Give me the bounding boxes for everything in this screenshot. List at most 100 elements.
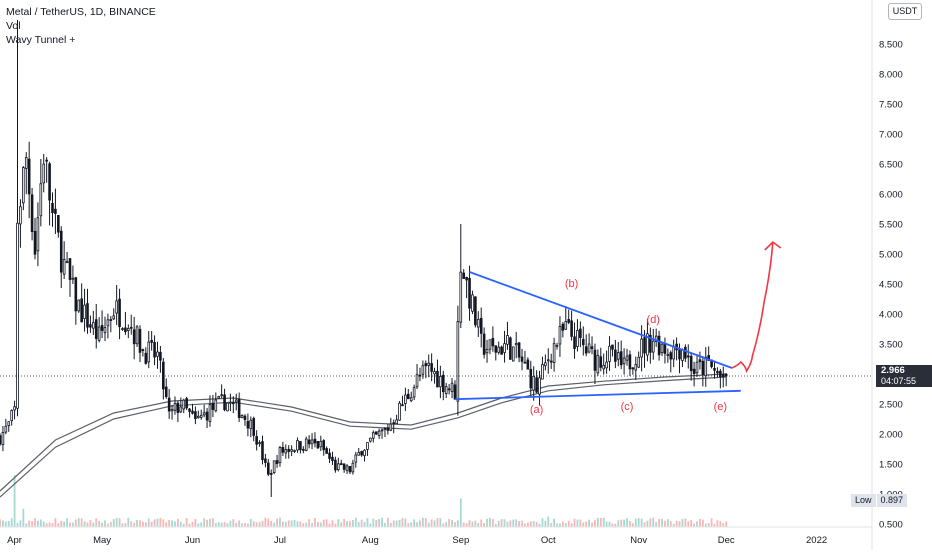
candle-body <box>526 359 530 370</box>
projection-arrow[interactable] <box>731 241 774 374</box>
price-tick-label: 0.500 <box>879 520 903 531</box>
volume-bar <box>150 521 153 527</box>
volume-bar <box>547 516 550 527</box>
wave-label: (c) <box>621 401 634 413</box>
volume-bar <box>156 518 159 527</box>
volume-bar <box>544 520 547 527</box>
volume-bar <box>144 522 147 527</box>
volume-bar <box>66 518 68 527</box>
volume-bar <box>701 519 704 527</box>
volume-bar <box>436 517 439 527</box>
candle-body <box>552 343 556 363</box>
candle-body <box>520 356 524 362</box>
volume-bar <box>293 519 296 527</box>
candle-body <box>176 402 180 413</box>
candle-body <box>380 429 384 432</box>
volume-bar <box>564 523 567 527</box>
volume-bar <box>13 475 16 527</box>
volume-bar <box>366 518 369 527</box>
price-tick-label: 6.000 <box>879 190 903 201</box>
volume-bar <box>191 521 194 527</box>
volume-bar <box>518 520 521 527</box>
candle-body <box>351 462 355 473</box>
volume-bar <box>206 519 208 527</box>
volume-bar <box>614 523 617 527</box>
candle-body <box>24 157 28 169</box>
volume-bar <box>375 520 378 527</box>
candle-body <box>223 394 226 411</box>
symbol-title[interactable]: Metal / TetherUS, 1D, BINANCE <box>6 6 156 18</box>
candle-body <box>124 327 127 333</box>
candle-body <box>313 438 317 444</box>
candle-body <box>398 402 401 421</box>
volume-bar <box>279 517 281 527</box>
volume-bar <box>276 518 278 527</box>
volume-bar <box>608 521 611 527</box>
candle-body <box>226 402 229 412</box>
upper-trendline[interactable] <box>469 271 733 369</box>
volume-bar <box>235 522 238 527</box>
candle-body <box>278 447 282 464</box>
candle-body <box>307 439 311 445</box>
candle-body <box>33 230 37 255</box>
candle-body <box>103 327 107 333</box>
candle-body <box>395 419 398 425</box>
volume-bar <box>413 519 416 527</box>
candle-body <box>141 349 145 352</box>
tunnel-line-lower <box>0 376 727 498</box>
price-tick-label: 4.500 <box>879 280 903 291</box>
candle-body <box>89 324 92 328</box>
candle-body <box>118 298 121 328</box>
time-tick-label: Aug <box>362 535 379 546</box>
time-tick-label: Oct <box>541 535 556 546</box>
candle-body <box>608 345 611 362</box>
candle-body <box>10 410 13 422</box>
candle-body <box>523 361 527 364</box>
candle-body <box>672 346 675 360</box>
volume-bar <box>118 518 121 527</box>
volume-bar <box>445 521 448 527</box>
volume-bar <box>433 520 436 527</box>
volume-bar <box>521 520 523 527</box>
candle-body <box>147 341 151 363</box>
volume-bar <box>346 521 348 527</box>
candle-body <box>229 401 232 404</box>
currency-button[interactable]: USDT <box>888 3 922 20</box>
volume-bar <box>541 518 544 527</box>
volume-bar <box>456 520 459 527</box>
volume-bar <box>273 522 276 527</box>
candle-body <box>584 346 588 354</box>
volume-bar <box>261 520 264 527</box>
candle-body <box>211 402 215 410</box>
candle-body <box>701 360 705 375</box>
price-tick-label: 6.500 <box>879 160 903 171</box>
volume-bar <box>666 519 669 527</box>
candle-body <box>622 357 626 365</box>
candle-body <box>59 230 63 273</box>
volume-bar <box>372 518 375 527</box>
price-tick-label: 7.000 <box>879 130 903 141</box>
candle-body <box>19 206 22 225</box>
volume-bar <box>4 521 7 527</box>
candle-body <box>459 271 463 323</box>
volume-bar <box>611 523 614 527</box>
volume-legend[interactable]: Vol <box>6 20 21 32</box>
indicator-legend[interactable]: Wavy Tunnel + <box>6 34 76 46</box>
candle-body <box>284 449 288 454</box>
volume-bar <box>468 520 471 527</box>
volume-bar <box>407 523 410 527</box>
candle-body <box>491 338 495 347</box>
lower-trendline[interactable] <box>454 389 741 401</box>
candle-body <box>561 323 565 331</box>
candle-body <box>692 368 696 374</box>
candle-body <box>199 414 203 418</box>
candle-body <box>538 377 541 395</box>
volume-bar <box>556 523 558 527</box>
volume-bar <box>63 521 66 527</box>
candle-body <box>503 343 506 353</box>
volume-bar <box>699 518 701 527</box>
candle-body <box>462 272 466 279</box>
price-tick-label: 1.500 <box>879 460 903 471</box>
